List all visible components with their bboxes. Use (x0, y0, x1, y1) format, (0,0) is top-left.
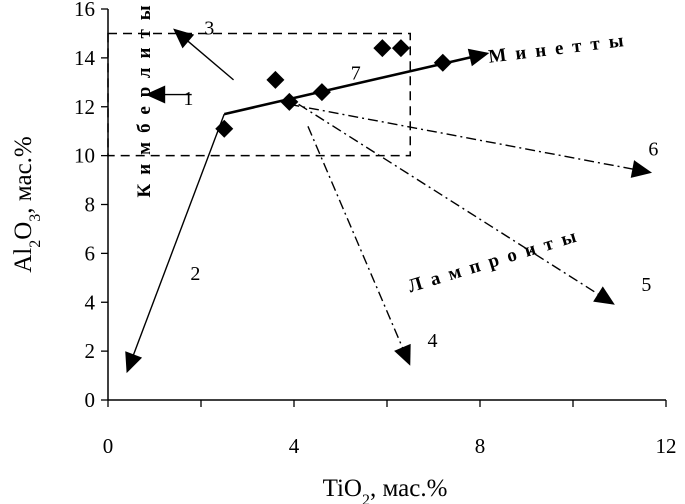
x-tick-label: 8 (475, 434, 486, 458)
kimberlite-label: Кимберлиты (134, 0, 155, 198)
data-point (215, 119, 234, 138)
x-tick-label: 12 (656, 434, 677, 458)
trend-label-5: 5 (641, 274, 651, 296)
trend-arrowhead (394, 343, 411, 366)
y-tick-label: 8 (85, 193, 96, 217)
trend-line-2 (131, 113, 225, 359)
y-axis-title: Al2O3, мас.% (10, 136, 44, 273)
data-point (433, 53, 452, 72)
y-tick-label: 10 (74, 144, 95, 168)
trend-arrowhead (630, 160, 653, 178)
trend-arrowhead (593, 286, 615, 305)
y-tick-label: 2 (85, 339, 96, 363)
trend-arrowhead (125, 351, 143, 374)
trend-line-3 (184, 38, 235, 81)
trend-arrowhead (173, 28, 195, 49)
y-tick-label: 12 (74, 95, 95, 119)
trend-line-7 (223, 55, 475, 116)
y-tick-label: 0 (85, 388, 96, 412)
x-tick-label: 4 (289, 434, 300, 458)
trend-label-1: 1 (183, 88, 193, 110)
trend-label-2: 2 (190, 263, 200, 285)
y-tick-label: 6 (85, 241, 96, 265)
x-tick-label: 0 (103, 434, 114, 458)
y-tick-label: 14 (74, 46, 96, 70)
trend-line-6 (289, 103, 637, 171)
trend-arrowhead (145, 85, 166, 104)
minettes-label: Минетты (487, 29, 633, 67)
trend-label-7: 7 (351, 63, 361, 85)
y-tick-label: 16 (74, 0, 95, 21)
data-point (373, 39, 392, 58)
trend-arrowhead (467, 48, 490, 67)
trend-label-3: 3 (204, 17, 214, 39)
data-point (266, 70, 285, 89)
trend-line-4 (307, 126, 405, 352)
trend-arrows (125, 28, 653, 374)
x-axis-title: TiO2, мас.% (323, 475, 448, 504)
data-points (215, 39, 452, 138)
data-point (312, 83, 331, 102)
y-tick-label: 4 (85, 290, 96, 314)
data-point (391, 39, 410, 58)
trend-label-6: 6 (648, 138, 658, 160)
lamproites-label: Лампроиты (406, 223, 588, 297)
data-point (280, 92, 299, 111)
trend-label-4: 4 (428, 330, 438, 352)
